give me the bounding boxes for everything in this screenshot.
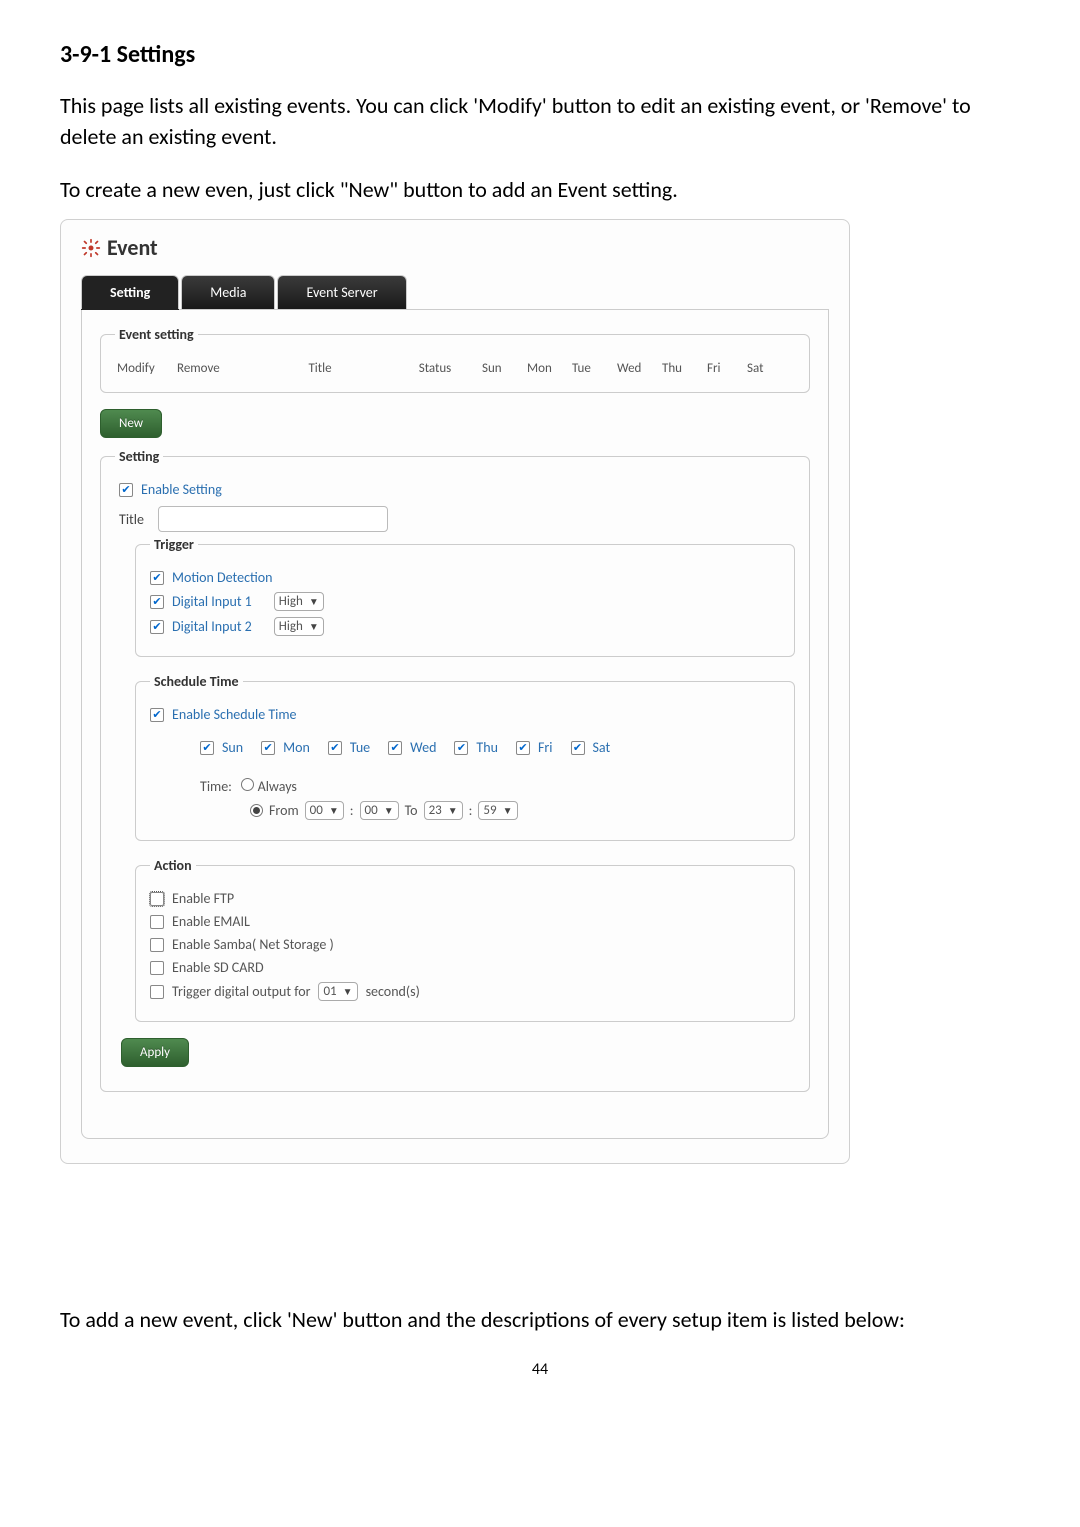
event-gear-icon [81, 238, 101, 258]
event-page-title: Event [81, 234, 829, 261]
event-settings-screenshot: Event Setting Media Event Server Event s… [60, 219, 850, 1164]
enable-sd-checkbox[interactable] [150, 961, 164, 975]
setting-fieldset: Setting Enable Setting Title Trigger Mot… [100, 448, 810, 1092]
from-label: From [269, 802, 299, 819]
time-always-radio[interactable] [241, 778, 254, 791]
digital-input-1-label: Digital Input 1 [172, 593, 252, 610]
day-thu-checkbox[interactable] [454, 741, 468, 755]
day-sat-label: Sat [593, 739, 611, 756]
chevron-down-icon: ▼ [343, 985, 353, 998]
apply-button[interactable]: Apply [121, 1038, 189, 1067]
day-fri-checkbox[interactable] [516, 741, 530, 755]
col-wed: Wed [615, 359, 660, 378]
new-button[interactable]: New [100, 409, 162, 438]
day-mon-label: Mon [283, 739, 310, 756]
day-thu-label: Thu [476, 739, 498, 756]
to-label: To [405, 802, 418, 819]
outro-paragraph: To add a new event, click 'New' button a… [60, 1304, 1020, 1336]
chevron-down-icon: ▼ [309, 620, 319, 633]
chevron-down-icon: ▼ [309, 595, 319, 608]
col-title: Title [250, 359, 390, 378]
tabs-bar: Setting Media Event Server [81, 275, 829, 310]
day-mon-checkbox[interactable] [261, 741, 275, 755]
chevron-down-icon: ▼ [448, 804, 458, 817]
enable-samba-label: Enable Samba( Net Storage ) [172, 936, 334, 953]
enable-sd-label: Enable SD CARD [172, 959, 264, 976]
trigger-legend: Trigger [150, 536, 198, 553]
day-sun-checkbox[interactable] [200, 741, 214, 755]
time-always-label: Always [258, 778, 297, 795]
settings-panel: Event setting Modify Remove Title Status… [81, 310, 829, 1139]
chevron-down-icon: ▼ [384, 804, 394, 817]
trigger-digital-output-checkbox[interactable] [150, 985, 164, 999]
col-fri: Fri [705, 359, 745, 378]
enable-schedule-label: Enable Schedule Time [172, 706, 297, 723]
digital-input-2-select[interactable]: High▼ [274, 617, 324, 636]
day-sat-checkbox[interactable] [571, 741, 585, 755]
event-setting-legend: Event setting [115, 326, 198, 343]
day-fri-label: Fri [538, 739, 553, 756]
colon-1: : [350, 802, 354, 819]
event-table-header: Modify Remove Title Status Sun Mon Tue W… [115, 359, 795, 378]
col-sun: Sun [480, 359, 525, 378]
digital-input-1-checkbox[interactable] [150, 595, 164, 609]
day-wed-label: Wed [410, 739, 436, 756]
schedule-fieldset: Schedule Time Enable Schedule Time Sun M… [135, 673, 795, 841]
enable-setting-label: Enable Setting [141, 481, 222, 498]
day-wed-checkbox[interactable] [388, 741, 402, 755]
enable-ftp-checkbox[interactable] [150, 892, 164, 906]
section-heading: 3-9-1 Settings [60, 40, 1020, 69]
to-minute-select[interactable]: 59▼ [478, 801, 517, 820]
from-hour-select[interactable]: 00▼ [305, 801, 344, 820]
enable-samba-checkbox[interactable] [150, 938, 164, 952]
tab-event-server[interactable]: Event Server [277, 275, 406, 309]
trigger-digital-output-label-pre: Trigger digital output for [172, 983, 310, 1000]
trigger-digital-seconds-select[interactable]: 01▼ [318, 982, 357, 1001]
intro-paragraph-1: This page lists all existing events. You… [60, 91, 1020, 153]
motion-detection-label: Motion Detection [172, 569, 273, 586]
title-input[interactable] [158, 506, 388, 532]
trigger-fieldset: Trigger Motion Detection Digital Input 1… [135, 536, 795, 657]
enable-email-checkbox[interactable] [150, 915, 164, 929]
col-status: Status [390, 359, 480, 378]
days-row: Sun Mon Tue Wed Thu Fri Sat [200, 733, 780, 762]
chevron-down-icon: ▼ [329, 804, 339, 817]
enable-schedule-checkbox[interactable] [150, 708, 164, 722]
chevron-down-icon: ▼ [503, 804, 513, 817]
action-fieldset: Action Enable FTP Enable EMAIL Enable Sa… [135, 857, 795, 1022]
action-legend: Action [150, 857, 196, 874]
to-hour-select[interactable]: 23▼ [424, 801, 463, 820]
day-tue-checkbox[interactable] [328, 741, 342, 755]
col-mon: Mon [525, 359, 570, 378]
day-tue-label: Tue [350, 739, 370, 756]
tab-media[interactable]: Media [181, 275, 275, 309]
colon-2: : [469, 802, 473, 819]
schedule-legend: Schedule Time [150, 673, 243, 690]
col-tue: Tue [570, 359, 615, 378]
digital-input-2-label: Digital Input 2 [172, 618, 252, 635]
time-label: Time: [200, 778, 232, 795]
digital-input-1-select[interactable]: High▼ [274, 592, 324, 611]
event-title-text: Event [107, 234, 158, 261]
enable-setting-checkbox[interactable] [119, 483, 133, 497]
col-thu: Thu [660, 359, 705, 378]
day-sun-label: Sun [222, 739, 243, 756]
enable-email-label: Enable EMAIL [172, 913, 250, 930]
digital-input-2-checkbox[interactable] [150, 620, 164, 634]
trigger-digital-output-label-suf: second(s) [366, 983, 420, 1000]
tab-setting[interactable]: Setting [81, 275, 179, 309]
time-from-radio[interactable] [250, 804, 263, 817]
col-modify: Modify [115, 359, 175, 378]
col-remove: Remove [175, 359, 250, 378]
motion-detection-checkbox[interactable] [150, 571, 164, 585]
intro-paragraph-2: To create a new even, just click "New" b… [60, 175, 1020, 206]
title-label: Title [119, 511, 144, 528]
event-setting-fieldset: Event setting Modify Remove Title Status… [100, 326, 810, 393]
col-sat: Sat [745, 359, 785, 378]
from-minute-select[interactable]: 00▼ [360, 801, 399, 820]
page-number: 44 [60, 1360, 1020, 1379]
setting-legend: Setting [115, 448, 163, 465]
enable-ftp-label: Enable FTP [172, 890, 234, 907]
